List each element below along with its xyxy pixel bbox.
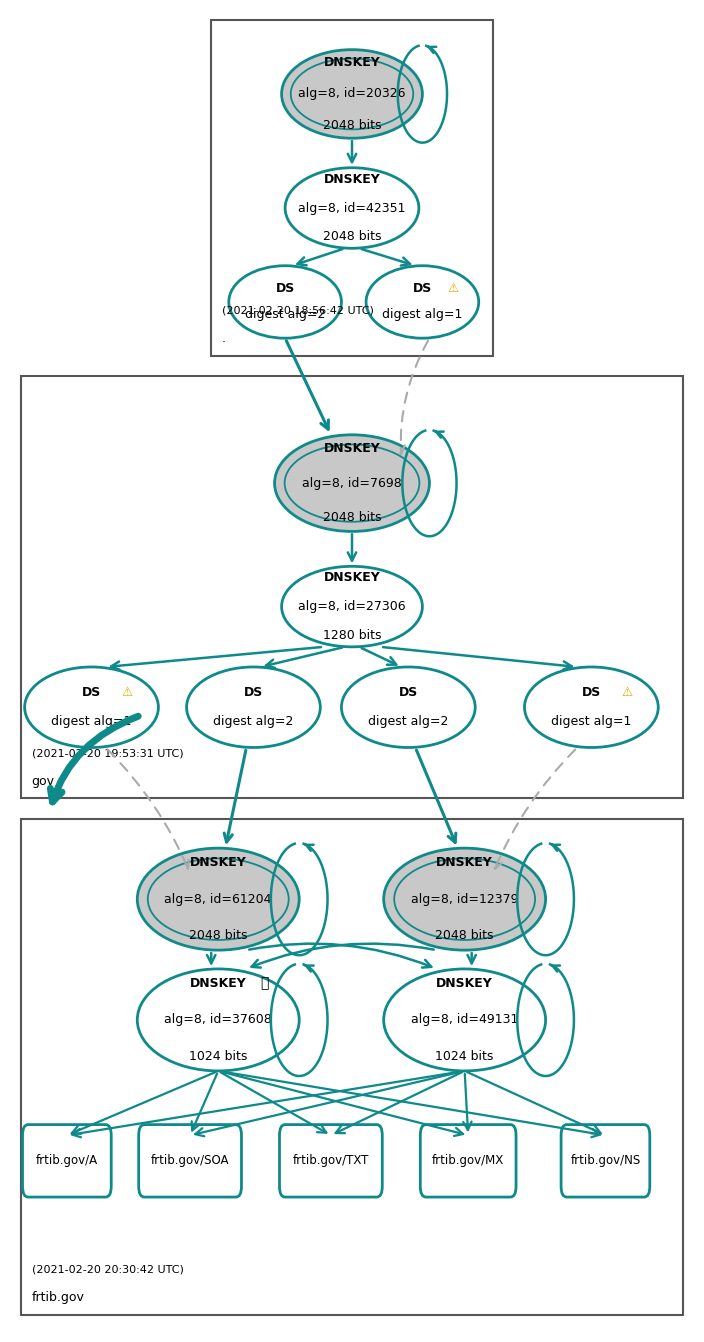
Text: frtib.gov: frtib.gov: [32, 1291, 84, 1304]
Text: frtib.gov/NS: frtib.gov/NS: [570, 1154, 641, 1168]
Ellipse shape: [282, 566, 422, 647]
Text: 1024 bits: 1024 bits: [189, 1051, 247, 1063]
Text: 🔺: 🔺: [260, 976, 269, 990]
Text: 1280 bits: 1280 bits: [322, 629, 382, 641]
Text: 1024 bits: 1024 bits: [436, 1051, 494, 1063]
Text: DNSKEY: DNSKEY: [324, 55, 380, 68]
FancyBboxPatch shape: [23, 1125, 111, 1197]
Text: gov: gov: [32, 774, 55, 788]
Text: digest alg=2: digest alg=2: [213, 715, 294, 729]
Text: 2048 bits: 2048 bits: [322, 231, 382, 243]
Text: DNSKEY: DNSKEY: [324, 572, 380, 584]
Text: DNSKEY: DNSKEY: [436, 977, 493, 989]
Text: frtib.gov/SOA: frtib.gov/SOA: [151, 1154, 230, 1168]
Ellipse shape: [291, 59, 413, 129]
Ellipse shape: [282, 50, 422, 138]
Ellipse shape: [384, 969, 546, 1071]
Text: (2021-02-20 18:56:42 UTC): (2021-02-20 18:56:42 UTC): [222, 306, 374, 315]
Text: DS: DS: [582, 686, 601, 699]
Text: ⚠: ⚠: [122, 686, 133, 699]
Text: ⚠: ⚠: [448, 282, 459, 295]
FancyBboxPatch shape: [279, 1125, 382, 1197]
Ellipse shape: [341, 667, 475, 747]
Text: DS: DS: [82, 686, 101, 699]
Text: DNSKEY: DNSKEY: [190, 856, 246, 868]
Text: alg=8, id=42351: alg=8, id=42351: [298, 201, 406, 215]
Text: 2048 bits: 2048 bits: [322, 119, 382, 133]
Ellipse shape: [229, 266, 341, 338]
Text: digest alg=1: digest alg=1: [382, 309, 463, 322]
Text: alg=8, id=61204: alg=8, id=61204: [165, 892, 272, 906]
Text: alg=8, id=37608: alg=8, id=37608: [164, 1013, 272, 1027]
Text: DS: DS: [244, 686, 263, 699]
Text: DNSKEY: DNSKEY: [190, 977, 246, 989]
Text: .: .: [222, 331, 226, 345]
Text: frtib.gov/MX: frtib.gov/MX: [432, 1154, 504, 1168]
Text: ⚠: ⚠: [622, 686, 633, 699]
Text: alg=8, id=49131: alg=8, id=49131: [411, 1013, 518, 1027]
Text: DNSKEY: DNSKEY: [436, 856, 493, 868]
Ellipse shape: [25, 667, 158, 747]
FancyBboxPatch shape: [561, 1125, 650, 1197]
Text: alg=8, id=7698: alg=8, id=7698: [302, 476, 402, 490]
FancyBboxPatch shape: [139, 1125, 241, 1197]
Text: digest alg=1: digest alg=1: [551, 715, 631, 729]
Text: DS: DS: [413, 282, 432, 295]
Text: alg=8, id=12379: alg=8, id=12379: [411, 892, 518, 906]
Text: alg=8, id=27306: alg=8, id=27306: [298, 600, 406, 613]
Text: digest alg=2: digest alg=2: [245, 309, 325, 322]
Ellipse shape: [284, 444, 420, 522]
Text: 2048 bits: 2048 bits: [322, 511, 382, 525]
Ellipse shape: [285, 168, 419, 248]
Text: DS: DS: [398, 686, 418, 699]
Text: DNSKEY: DNSKEY: [324, 173, 380, 185]
Text: (2021-02-20 19:53:31 UTC): (2021-02-20 19:53:31 UTC): [32, 749, 183, 758]
Ellipse shape: [384, 848, 546, 950]
Text: (2021-02-20 20:30:42 UTC): (2021-02-20 20:30:42 UTC): [32, 1266, 184, 1275]
Text: DNSKEY: DNSKEY: [324, 442, 380, 455]
Ellipse shape: [524, 667, 658, 747]
Ellipse shape: [394, 859, 535, 939]
Ellipse shape: [366, 266, 479, 338]
Ellipse shape: [137, 848, 299, 950]
Ellipse shape: [275, 435, 429, 531]
Text: 2048 bits: 2048 bits: [435, 930, 494, 942]
Text: frtib.gov/A: frtib.gov/A: [36, 1154, 98, 1168]
Text: digest alg=2: digest alg=2: [368, 715, 448, 729]
Text: 2048 bits: 2048 bits: [189, 930, 248, 942]
Ellipse shape: [137, 969, 299, 1071]
Ellipse shape: [148, 859, 289, 939]
Ellipse shape: [187, 667, 320, 747]
Text: alg=8, id=20326: alg=8, id=20326: [298, 87, 406, 101]
Text: frtib.gov/TXT: frtib.gov/TXT: [293, 1154, 369, 1168]
Text: digest alg=1: digest alg=1: [51, 715, 132, 729]
Text: DS: DS: [275, 282, 295, 295]
FancyBboxPatch shape: [420, 1125, 516, 1197]
